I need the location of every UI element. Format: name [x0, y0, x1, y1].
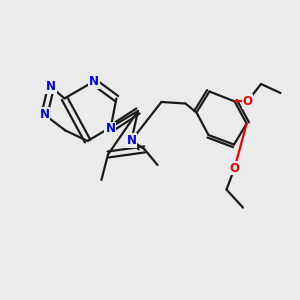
Text: O: O [242, 95, 253, 108]
Text: N: N [88, 75, 99, 88]
Text: N: N [126, 134, 136, 147]
Text: N: N [39, 108, 50, 121]
Text: O: O [230, 161, 240, 175]
Text: N: N [46, 80, 56, 94]
Text: N: N [105, 122, 116, 136]
